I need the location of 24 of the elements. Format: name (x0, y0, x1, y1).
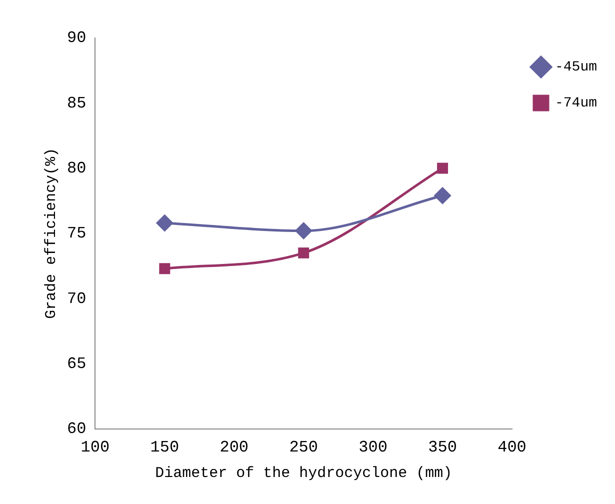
point (159, 263, 170, 274)
point (156, 214, 173, 232)
x-tick-label: 150 (150, 438, 180, 457)
legend-label: -74um (554, 96, 598, 112)
point (434, 187, 451, 204)
y-tick-label: 80 (67, 160, 86, 178)
x-tick-label: 200 (220, 438, 249, 457)
y-axis-title: Grade efficiency(%) (42, 148, 60, 319)
y-tick-label: 90 (67, 29, 86, 48)
point (298, 247, 310, 258)
point (295, 222, 312, 240)
legend-label: -45um (554, 60, 598, 76)
x-tick-label: 100 (80, 438, 110, 457)
x-tick-label: 300 (358, 438, 388, 457)
y-tick-label: 60 (67, 420, 86, 438)
y-tick-label: 70 (67, 290, 86, 308)
y-tick-label: 65 (67, 354, 86, 373)
y-tick-label: 85 (67, 94, 86, 112)
point (437, 162, 448, 174)
x-tick-label: 250 (289, 438, 318, 457)
x-tick-label: 400 (498, 438, 526, 457)
x-axis-title: Diameter of the hydrocyclone (mm) (155, 464, 452, 482)
y-tick-label: 75 (67, 224, 86, 243)
x-tick-label: 350 (428, 438, 457, 457)
